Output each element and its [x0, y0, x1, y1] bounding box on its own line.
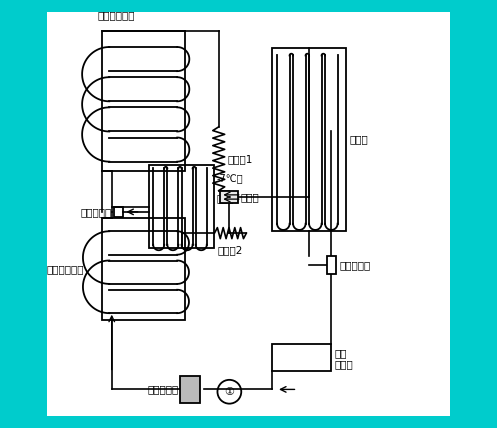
Bar	[221, 191, 238, 203]
Text: 冷凝器: 冷凝器	[350, 134, 368, 145]
Bar	[149, 165, 215, 248]
Text: 冷冻室蒸发器: 冷冻室蒸发器	[47, 264, 84, 274]
Text: 门框: 门框	[335, 348, 347, 358]
Text: 变频压缩机: 变频压缩机	[147, 384, 178, 395]
Bar	[114, 207, 123, 217]
Bar	[272, 48, 346, 231]
Text: 三通连接管: 三通连接管	[81, 207, 112, 217]
Bar	[102, 31, 185, 172]
Text: 电磁阀: 电磁阀	[241, 192, 259, 202]
Text: 冷藏室蒸发器: 冷藏室蒸发器	[97, 11, 135, 21]
Text: -7℃室: -7℃室	[217, 174, 243, 184]
Text: 毛细管1: 毛细管1	[227, 154, 252, 164]
Text: 毛细管2: 毛细管2	[218, 245, 243, 255]
Text: 干燥过滤器: 干燥过滤器	[339, 260, 371, 270]
Bar	[272, 344, 331, 372]
Bar	[102, 218, 185, 320]
Bar	[180, 376, 200, 403]
Text: ①: ①	[224, 387, 235, 397]
Text: 除露管: 除露管	[335, 360, 353, 369]
Text: 蒸发器: 蒸发器	[217, 193, 234, 203]
Bar	[327, 256, 336, 274]
